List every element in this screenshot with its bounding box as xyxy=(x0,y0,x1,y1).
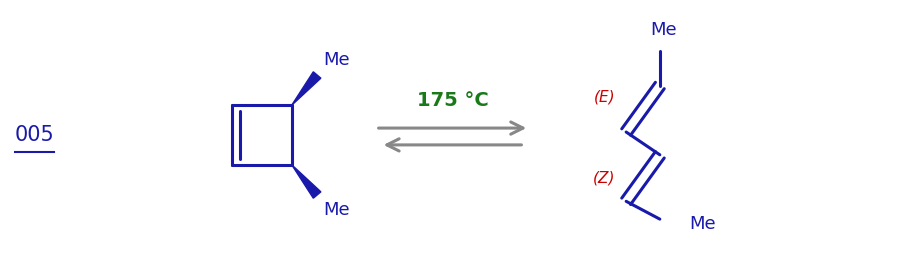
Text: Me: Me xyxy=(323,51,350,69)
Text: 175 °C: 175 °C xyxy=(417,91,489,110)
Text: Me: Me xyxy=(651,21,677,39)
Text: (Z): (Z) xyxy=(593,171,616,185)
Text: Me: Me xyxy=(323,201,350,219)
Polygon shape xyxy=(292,165,321,198)
Text: (E): (E) xyxy=(594,89,616,104)
Text: Me: Me xyxy=(689,215,716,233)
Polygon shape xyxy=(292,72,321,105)
Text: 005: 005 xyxy=(14,125,54,145)
